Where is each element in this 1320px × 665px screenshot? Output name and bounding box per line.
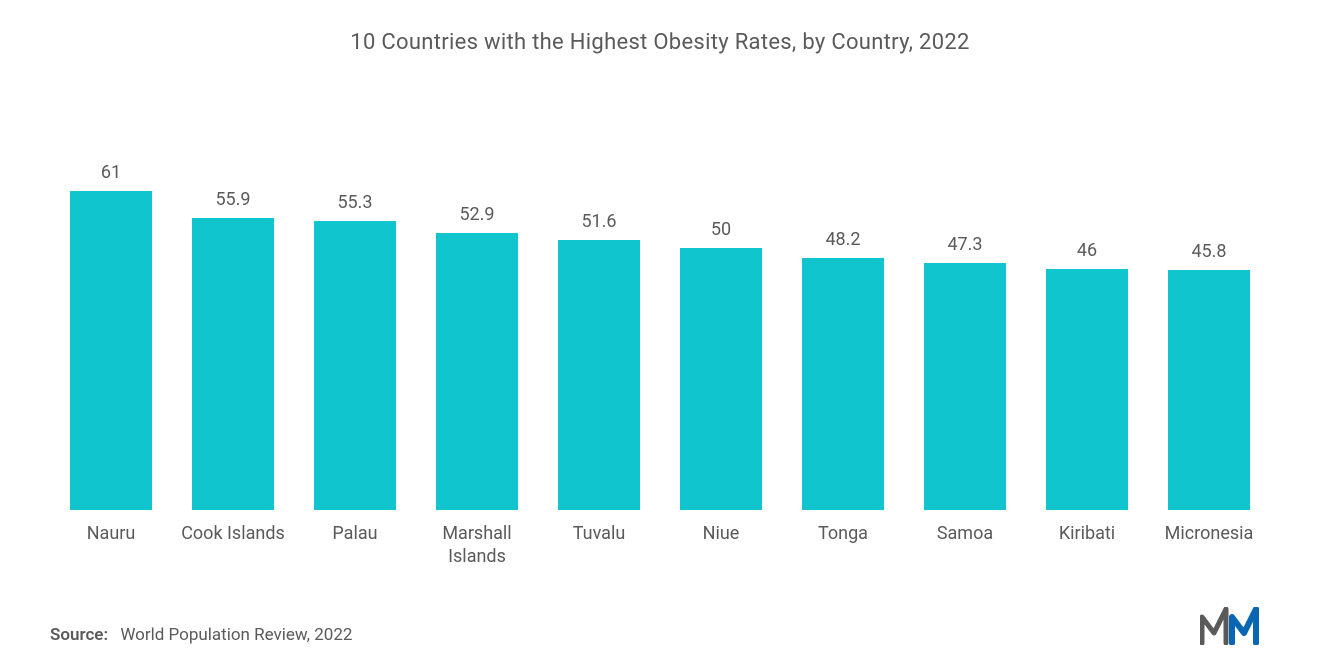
bar	[802, 258, 884, 510]
bar-group: 55.9 Cook Islands	[172, 105, 294, 582]
bar-wrapper: 61	[50, 105, 172, 510]
bar-wrapper: 50	[660, 105, 782, 510]
bar-group: 47.3 Samoa	[904, 105, 1026, 582]
bar-category-label: Nauru	[85, 522, 138, 582]
bar-category-label: Cook Islands	[179, 522, 287, 582]
bar-value-label: 52.9	[459, 204, 494, 225]
bar-value-label: 46	[1077, 240, 1097, 261]
chart-container: 10 Countries with the Highest Obesity Ra…	[0, 0, 1320, 665]
chart-footer: Source: World Population Review, 2022	[40, 607, 1280, 645]
bar-value-label: 55.3	[337, 192, 372, 213]
bar	[680, 248, 762, 510]
mordor-logo-icon	[1200, 607, 1270, 645]
bar	[924, 263, 1006, 510]
bar-wrapper: 55.9	[172, 105, 294, 510]
bar-wrapper: 48.2	[782, 105, 904, 510]
bar-category-label: Samoa	[935, 522, 995, 582]
bar	[558, 240, 640, 510]
bar	[70, 191, 152, 510]
bar-wrapper: 47.3	[904, 105, 1026, 510]
source-text: World Population Review, 2022	[120, 625, 352, 645]
bar-group: 51.6 Tuvalu	[538, 105, 660, 582]
bar-group: 48.2 Tonga	[782, 105, 904, 582]
bar	[1168, 270, 1250, 510]
bar-group: 61 Nauru	[50, 105, 172, 582]
bar-group: 46 Kiribati	[1026, 105, 1148, 582]
bar-value-label: 48.2	[825, 229, 860, 250]
bar-category-label: Marshall Islands	[416, 522, 538, 582]
bar-value-label: 55.9	[215, 189, 250, 210]
chart-title: 10 Countries with the Highest Obesity Ra…	[40, 30, 1280, 55]
bar-category-label: Palau	[330, 522, 379, 582]
bar-category-label: Kiribati	[1057, 522, 1117, 582]
bar-wrapper: 55.3	[294, 105, 416, 510]
source-label: Source:	[50, 625, 108, 645]
bar	[192, 218, 274, 510]
bar-value-label: 50	[711, 219, 731, 240]
bar-group: 50 Niue	[660, 105, 782, 582]
bar-wrapper: 46	[1026, 105, 1148, 510]
source-citation: Source: World Population Review, 2022	[50, 625, 352, 645]
bar	[1046, 269, 1128, 510]
bar-wrapper: 45.8	[1148, 105, 1270, 510]
bar-category-label: Micronesia	[1163, 522, 1256, 582]
bar-value-label: 47.3	[947, 234, 982, 255]
bar-wrapper: 52.9	[416, 105, 538, 510]
bar-category-label: Tonga	[816, 522, 870, 582]
chart-plot-area: 61 Nauru 55.9 Cook Islands 55.3 Palau 52.9 Mars…	[40, 105, 1280, 582]
bar-category-label: Niue	[701, 522, 742, 582]
bar-value-label: 51.6	[581, 211, 616, 232]
bar	[436, 233, 518, 510]
bar-value-label: 45.8	[1191, 241, 1226, 262]
bar-group: 55.3 Palau	[294, 105, 416, 582]
bar-category-label: Tuvalu	[571, 522, 628, 582]
bar-group: 45.8 Micronesia	[1148, 105, 1270, 582]
bar-group: 52.9 Marshall Islands	[416, 105, 538, 582]
bar	[314, 221, 396, 510]
bar-value-label: 61	[101, 162, 121, 183]
bar-wrapper: 51.6	[538, 105, 660, 510]
